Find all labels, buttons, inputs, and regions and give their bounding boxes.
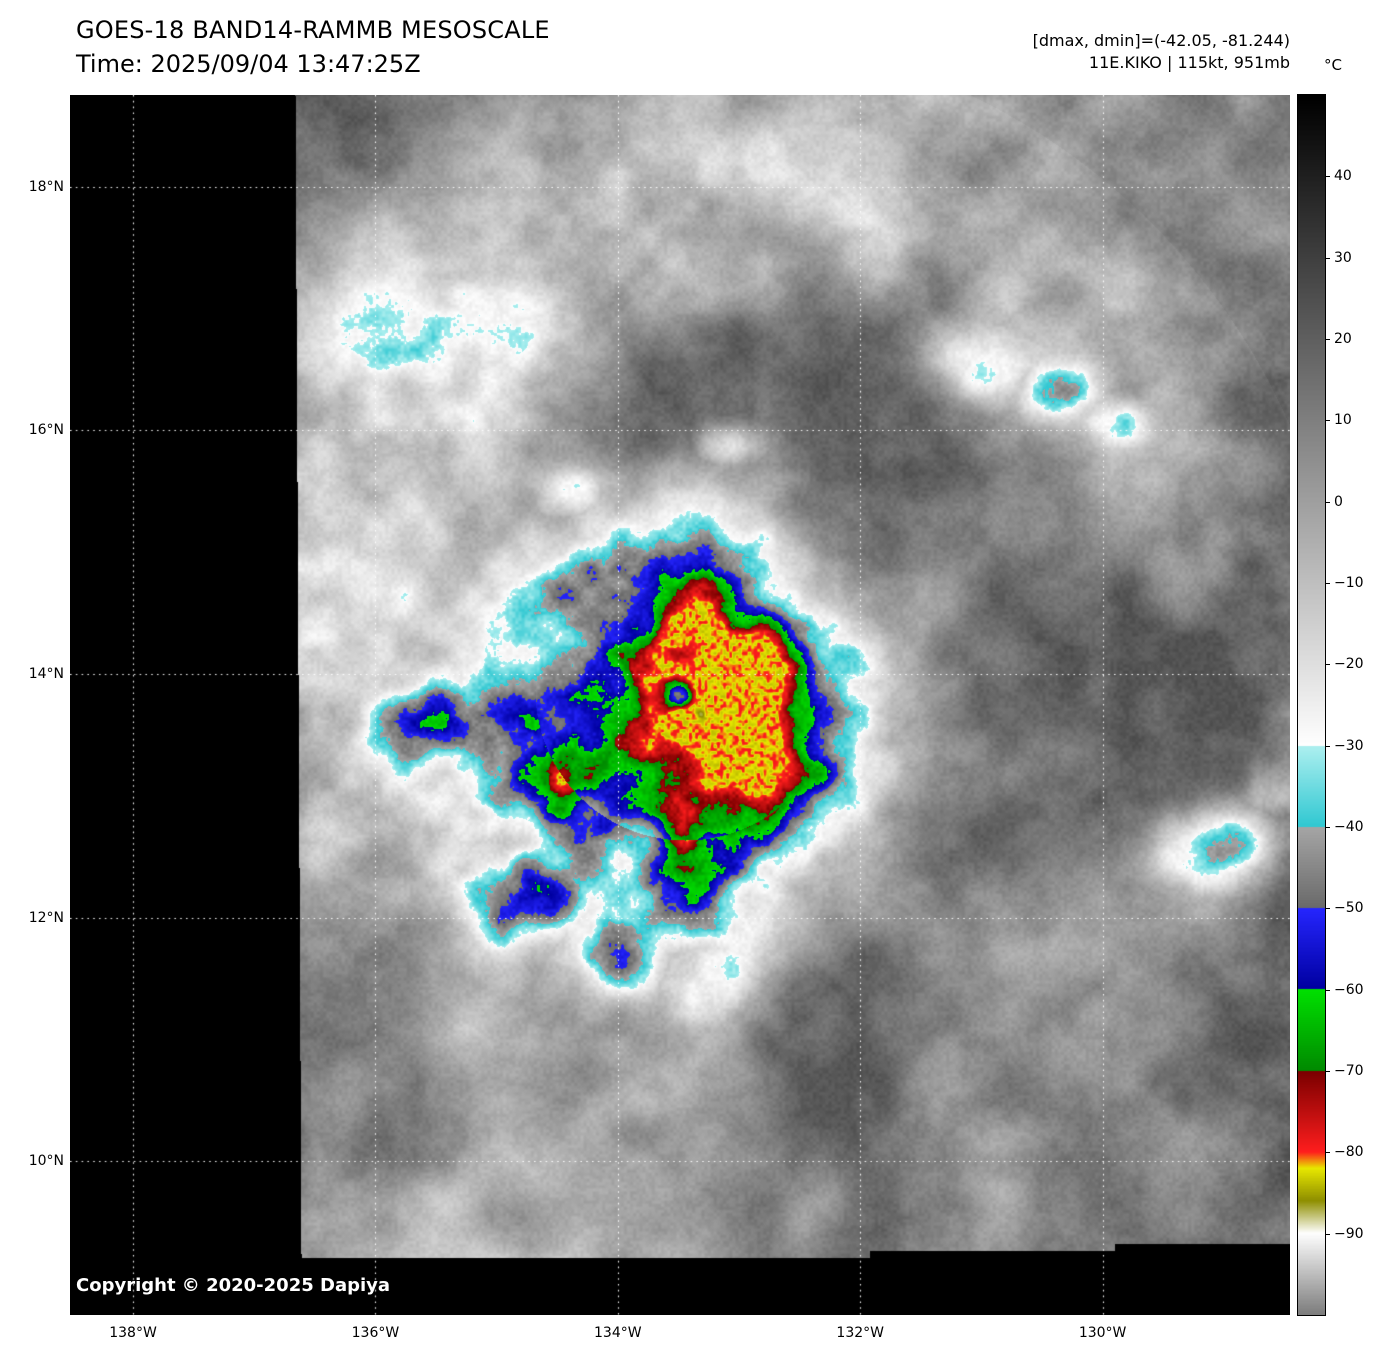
lat-tick-label: 16°N — [28, 422, 64, 439]
colorbar-tick-label: −60 — [1334, 981, 1364, 998]
lon-tick-label: 130°W — [1078, 1325, 1127, 1341]
colorbar-tick-label: −90 — [1334, 1225, 1364, 1242]
colorbar-tick-mark — [1325, 420, 1330, 422]
lon-tick-label: 134°W — [594, 1325, 642, 1341]
storm-readout: 11E.KIKO | 115kt, 951mb — [1088, 53, 1290, 72]
lon-tick-label: 138°W — [109, 1325, 157, 1341]
colorbar-tick-label: −20 — [1334, 656, 1364, 673]
colorbar-tick-mark — [1325, 989, 1330, 991]
colorbar-tick-mark — [1325, 176, 1330, 178]
dmax-dmin-readout: [dmax, dmin]=(-42.05, -81.244) — [1032, 31, 1290, 50]
lon-tick-label: 132°W — [836, 1325, 884, 1341]
lon-tick-label: 136°W — [351, 1325, 400, 1341]
timestamp: Time: 2025/09/04 13:47:25Z — [76, 50, 421, 78]
lat-tick-label: 18°N — [28, 178, 64, 195]
colorbar-tick-mark — [1325, 1071, 1330, 1072]
colorbar-tick-label: 40 — [1334, 168, 1352, 185]
copyright-label: Copyright © 2020-2025 Dapiya — [76, 1275, 391, 1296]
colorbar-tick-mark — [1325, 1233, 1330, 1235]
lat-tick-label: 14°N — [28, 666, 64, 683]
colorbar — [1298, 95, 1325, 1315]
lat-tick-label: 10°N — [28, 1153, 64, 1170]
colorbar-tick-mark — [1325, 664, 1330, 666]
colorbar-tick-label: −80 — [1334, 1144, 1364, 1161]
colorbar-unit-label: °C — [1324, 56, 1342, 74]
colorbar-tick-mark — [1325, 257, 1330, 259]
colorbar-tick-label: −30 — [1334, 737, 1364, 754]
colorbar-tick-label: −50 — [1334, 900, 1364, 917]
colorbar-tick-mark — [1325, 745, 1330, 747]
colorbar-tick-label: −70 — [1334, 1063, 1364, 1079]
header-readouts: [dmax, dmin]=(-42.05, -81.244) 11E.KIKO … — [1033, 30, 1290, 74]
colorbar-tick-label: 10 — [1334, 412, 1352, 429]
colorbar-tick-mark — [1325, 908, 1330, 910]
colorbar-tick-mark — [1325, 1152, 1330, 1154]
satellite-image-canvas — [70, 95, 1290, 1315]
colorbar-tick-label: 20 — [1334, 331, 1352, 347]
colorbar-tick-mark — [1325, 827, 1330, 828]
colorbar-tick-mark — [1325, 583, 1330, 584]
colorbar-tick-label: −40 — [1334, 819, 1364, 835]
product-title: GOES-18 BAND14-RAMMB MESOSCALE — [76, 16, 550, 44]
colorbar-tick-mark — [1325, 339, 1330, 340]
colorbar-tick-label: 0 — [1334, 493, 1343, 510]
colorbar-tick-mark — [1325, 501, 1330, 503]
colorbar-tick-label: 30 — [1334, 249, 1352, 266]
lat-tick-label: 12°N — [28, 909, 64, 926]
colorbar-tick-label: −10 — [1334, 575, 1364, 591]
